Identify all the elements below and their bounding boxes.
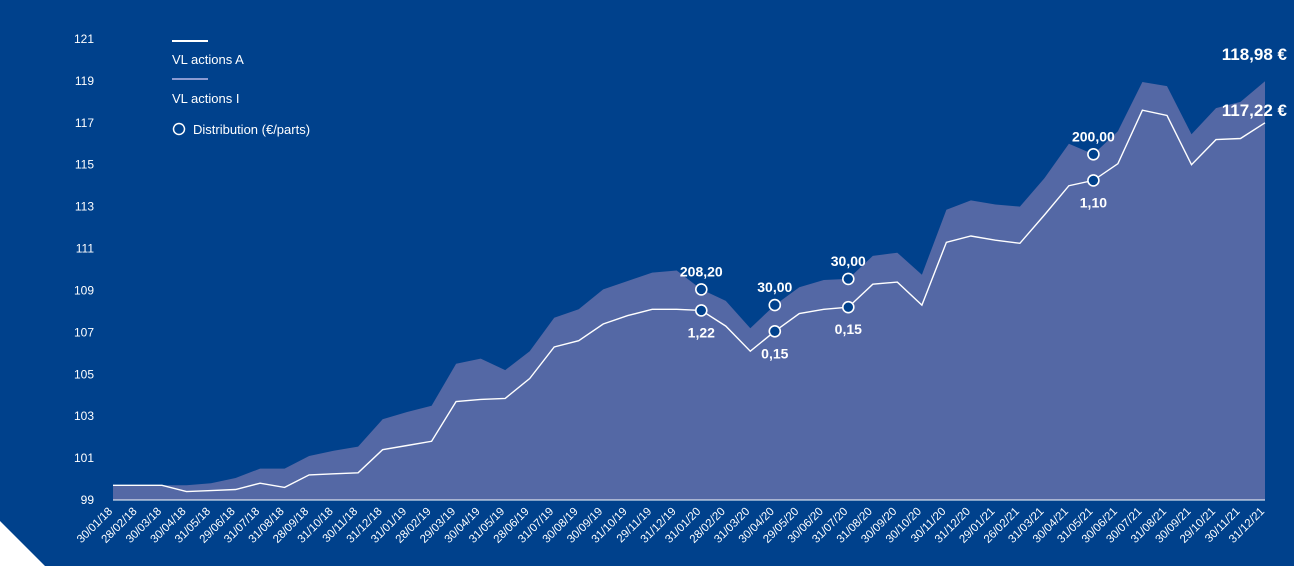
distribution-label-i: 200,00 xyxy=(1072,128,1115,144)
distribution-label-a: 1,22 xyxy=(688,324,715,340)
y-tick-label: 113 xyxy=(75,200,94,214)
y-tick-label: 101 xyxy=(74,451,94,465)
distribution-marker-a xyxy=(768,324,782,338)
y-tick-label: 121 xyxy=(74,32,94,46)
distribution-marker-a xyxy=(841,300,855,314)
distribution-label-a: 1,10 xyxy=(1080,194,1107,210)
distribution-marker-a xyxy=(694,304,708,317)
y-tick-label: 115 xyxy=(75,158,94,172)
end-label-i: 118,98 € xyxy=(1222,45,1288,64)
legend-distribution-marker xyxy=(172,122,186,136)
legend-label-i: VL actions I xyxy=(172,91,239,106)
end-label-a: 117,22 € xyxy=(1222,101,1288,120)
legend-label-a: VL actions A xyxy=(172,52,244,67)
y-tick-label: 109 xyxy=(74,284,94,298)
distribution-label-i: 208,20 xyxy=(680,263,723,279)
area-series-i xyxy=(113,81,1265,501)
y-tick-label: 107 xyxy=(74,325,94,339)
distribution-marker-i xyxy=(694,283,708,296)
distribution-label-i: 30,00 xyxy=(831,253,866,269)
y-tick-label: 99 xyxy=(81,493,95,507)
y-tick-label: 105 xyxy=(74,367,94,381)
legend: VL actions A VL actions I Distribution (… xyxy=(172,40,310,137)
distribution-marker-a xyxy=(1087,174,1100,187)
distribution-marker-i xyxy=(1087,148,1100,161)
y-tick-label: 111 xyxy=(76,242,95,256)
legend-label-distribution: Distribution (€/parts) xyxy=(193,122,310,137)
y-tick-label: 117 xyxy=(75,116,94,130)
distribution-label-i: 30,00 xyxy=(757,279,792,295)
distribution-marker-i xyxy=(841,272,855,286)
y-tick-label: 103 xyxy=(74,409,94,423)
y-tick-label: 119 xyxy=(75,74,94,88)
distribution-marker-i xyxy=(768,298,782,312)
distribution-label-a: 0,15 xyxy=(835,321,862,337)
distribution-label-a: 0,15 xyxy=(761,345,788,361)
line-series-a xyxy=(113,109,1266,493)
